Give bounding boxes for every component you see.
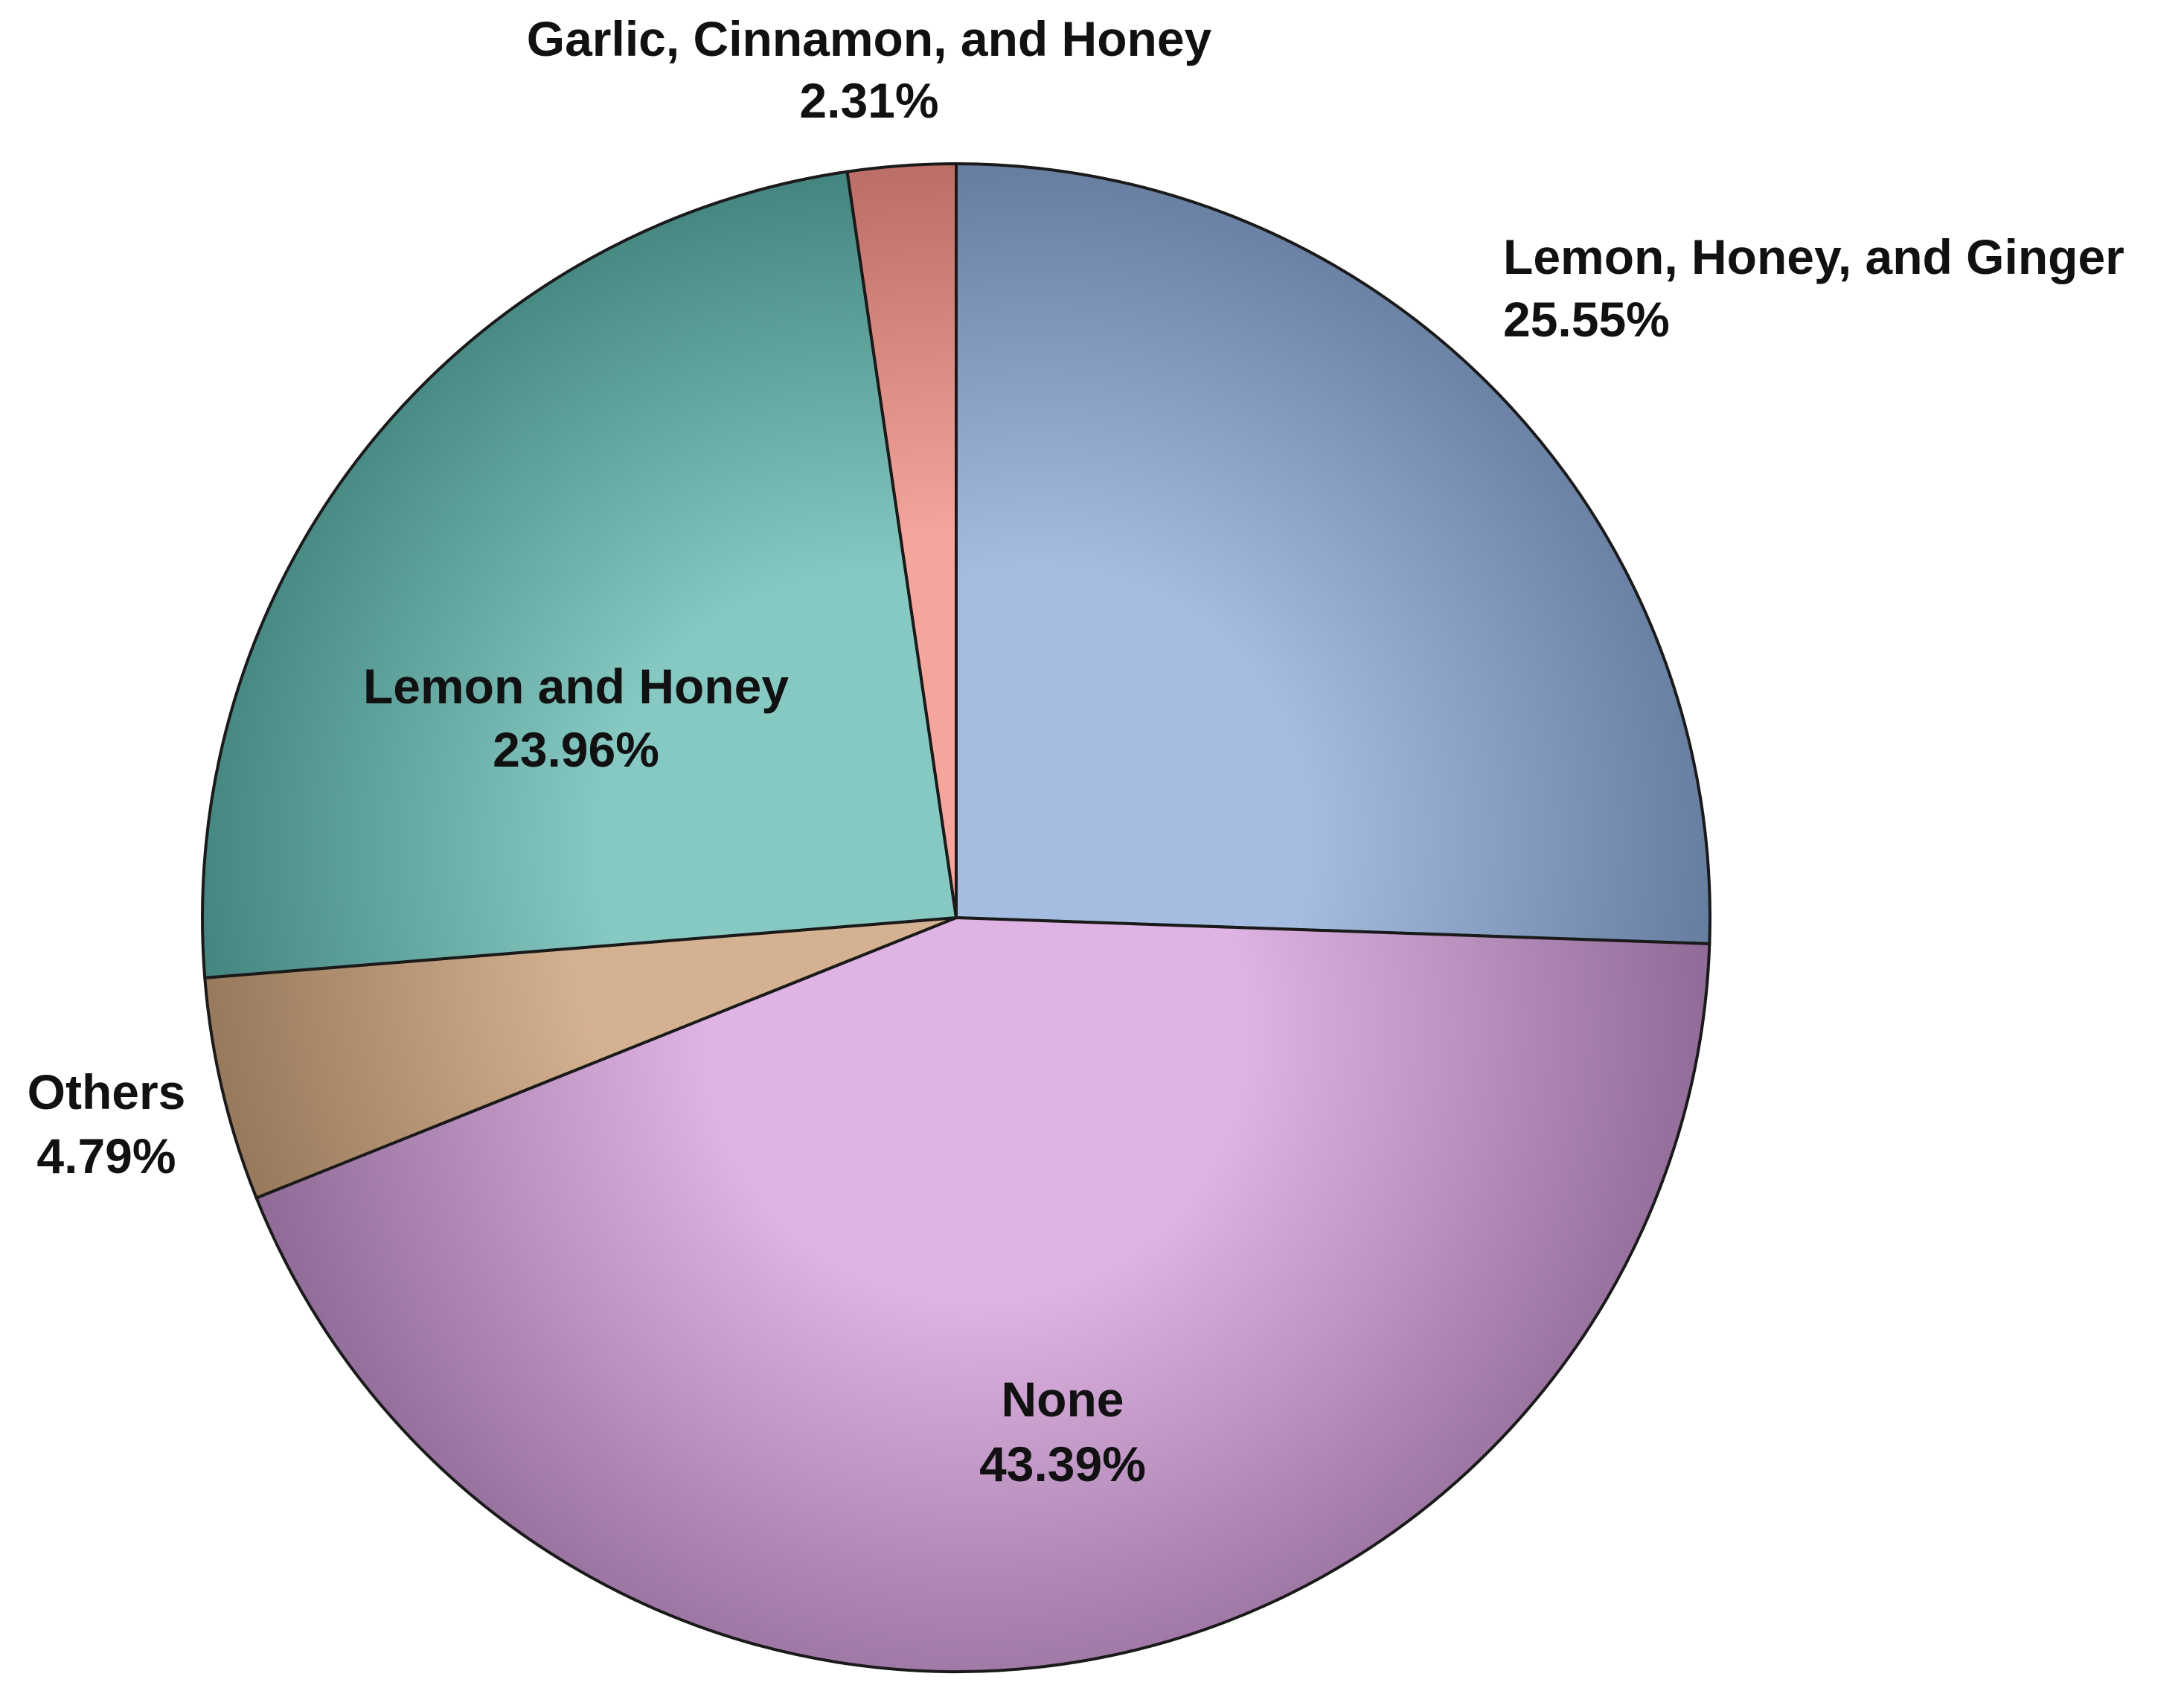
pie-slice-none (254, 916, 1711, 1674)
pie-slice-lemon-honey-and-ginger (955, 162, 1711, 945)
label-others: Others (28, 1064, 186, 1119)
value-garlic-cinnamon-honey: 2.31% (799, 73, 938, 128)
pie-slice-lemon-and-honey (201, 170, 958, 979)
value-none: 43.39% (979, 1436, 1146, 1492)
pie-slice-others (203, 916, 958, 1200)
value-lemon-honey-ginger: 25.55% (1503, 292, 1670, 347)
label-lemon-honey: Lemon and Honey (363, 659, 789, 714)
label-garlic-cinnamon-honey: Garlic, Cinnamon, and Honey (527, 11, 1212, 66)
label-none: None (1002, 1372, 1124, 1427)
value-lemon-honey: 23.96% (493, 722, 659, 777)
pie-slice-garlic-cinnamon-and-honey (845, 162, 958, 919)
label-lemon-honey-ginger: Lemon, Honey, and Ginger (1503, 229, 2124, 284)
pie-slices (201, 162, 1711, 1674)
value-others: 4.79% (36, 1128, 176, 1183)
slice-labels: Lemon, Honey, and Ginger 25.55% None 43.… (28, 11, 2124, 1492)
